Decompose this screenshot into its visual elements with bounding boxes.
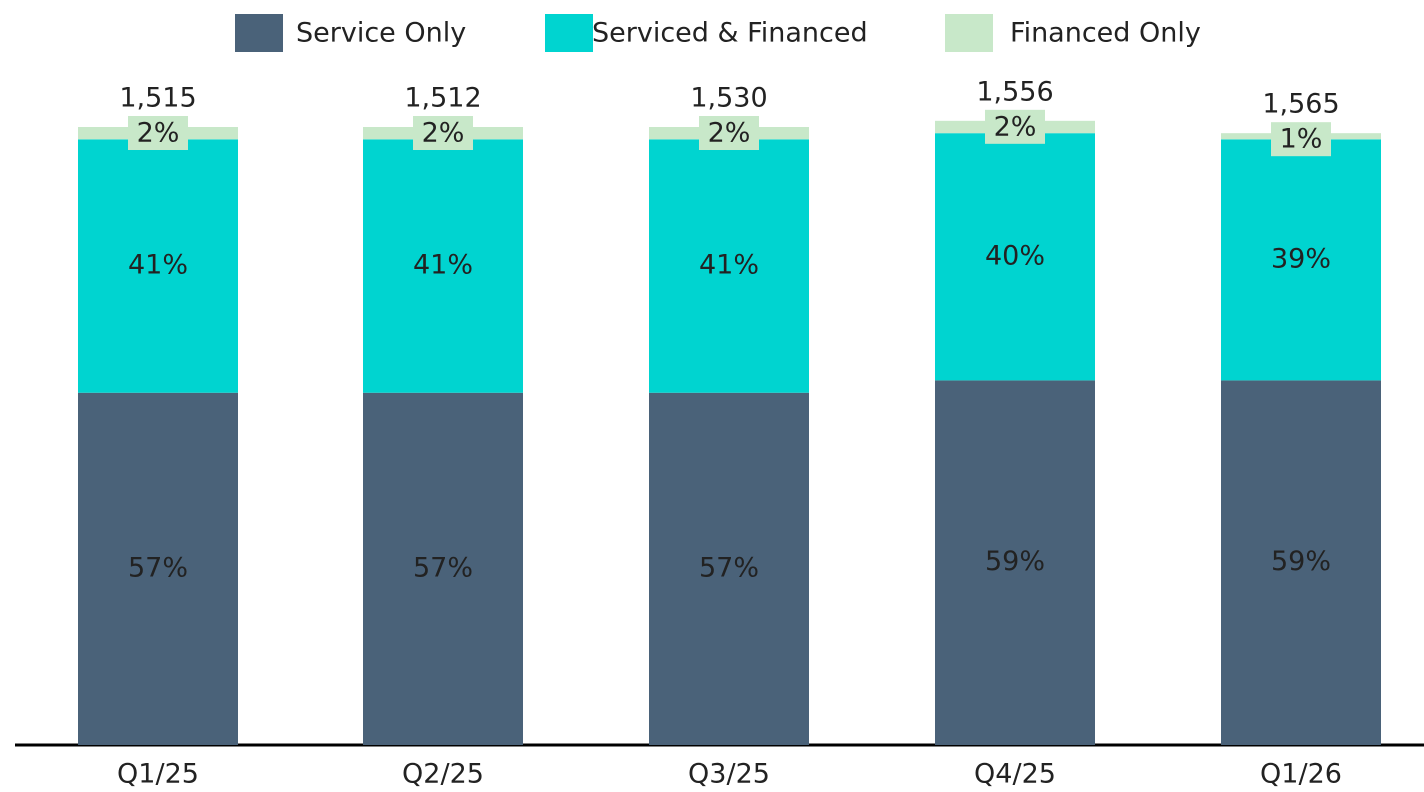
bar-segment <box>363 139 523 393</box>
total-label: 1,530 <box>690 83 767 114</box>
legend-label: Serviced & Financed <box>592 18 868 49</box>
data-label: 41% <box>413 250 473 281</box>
data-label: 2% <box>137 118 180 149</box>
x-tick-label: Q4/25 <box>974 759 1056 790</box>
legend-swatch <box>945 14 993 52</box>
data-label: 59% <box>985 546 1045 577</box>
bar-segment <box>649 139 809 393</box>
data-label: 59% <box>1271 546 1331 577</box>
bar-segment <box>78 139 238 393</box>
bar-segment <box>78 392 238 745</box>
data-label: 1% <box>1280 124 1323 155</box>
bar-segment <box>649 392 809 745</box>
total-label: 1,565 <box>1262 89 1339 120</box>
label-box <box>128 116 188 150</box>
data-label: 2% <box>708 118 751 149</box>
data-label: 2% <box>422 118 465 149</box>
data-label: 41% <box>128 250 188 281</box>
data-label: 41% <box>699 250 759 281</box>
label-box <box>985 109 1045 144</box>
data-label: 57% <box>128 552 188 583</box>
legend-swatch <box>235 14 283 52</box>
x-tick-label: Q2/25 <box>402 759 484 790</box>
label-box <box>699 116 759 150</box>
legend-label: Financed Only <box>1010 18 1201 49</box>
legend-swatch <box>545 14 593 52</box>
bar-segment <box>935 380 1095 745</box>
total-label: 1,512 <box>404 83 481 114</box>
bar-segment <box>363 392 523 745</box>
bar-segment <box>935 133 1095 381</box>
data-label: 57% <box>699 552 759 583</box>
x-tick-label: Q1/25 <box>117 759 199 790</box>
legend-label: Service Only <box>296 18 466 49</box>
x-tick-label: Q1/26 <box>1260 759 1342 790</box>
bar-segment <box>1221 139 1381 381</box>
data-label: 57% <box>413 552 473 583</box>
bar-segment <box>1221 380 1381 745</box>
total-label: 1,556 <box>976 76 1053 107</box>
label-box <box>1271 122 1331 157</box>
data-label: 40% <box>985 240 1045 271</box>
x-tick-label: Q3/25 <box>688 759 770 790</box>
data-label: 39% <box>1271 243 1331 274</box>
label-box <box>413 116 473 150</box>
data-label: 2% <box>994 111 1037 142</box>
total-label: 1,515 <box>119 83 196 114</box>
